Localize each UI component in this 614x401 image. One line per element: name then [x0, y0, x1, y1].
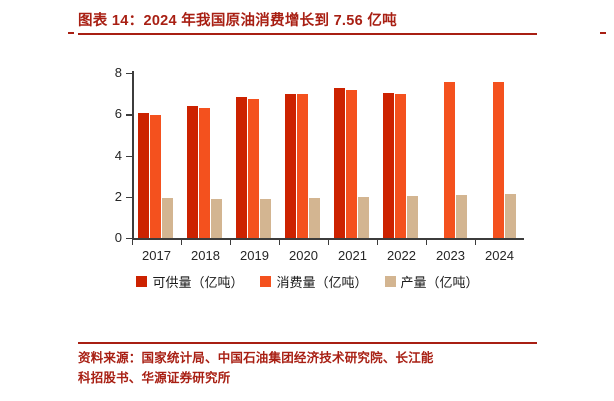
legend-swatch-icon — [260, 276, 272, 287]
x-axis-tick-label: 2021 — [338, 248, 367, 263]
y-axis-tick — [126, 114, 132, 116]
x-axis-tick — [230, 239, 232, 245]
x-axis-tick — [132, 239, 134, 245]
page-title: 图表 14：2024 年我国原油消费增长到 7.56 亿吨 — [78, 13, 397, 29]
x-axis-tick-label: 2018 — [191, 248, 220, 263]
legend-item-label: 消费量（亿吨） — [276, 275, 368, 290]
bar — [137, 112, 150, 238]
plot-area: 0 2 4 6 8 2017 2018 2019 2020 2021 2022 2023 2024 — [78, 52, 537, 263]
y-axis-tick-label: 6 — [114, 106, 122, 122]
source-divider — [78, 342, 537, 344]
x-axis-tick-label: 2024 — [485, 248, 514, 263]
y-axis — [132, 71, 134, 239]
source-note: 资料来源：国家统计局、中国石油集团经济技术研究院、长江能 科招股书、华源证券研究… — [78, 348, 548, 388]
x-axis-tick — [377, 239, 379, 245]
x-axis-tick-label: 2017 — [142, 248, 171, 263]
bar — [247, 98, 260, 238]
x-axis-tick-label: 2020 — [289, 248, 318, 263]
x-axis-tick-label: 2023 — [436, 248, 465, 263]
y-axis-tick — [126, 196, 132, 199]
bar — [504, 194, 517, 238]
bar — [284, 93, 297, 238]
chart-title-block: 图表 14：2024 年我国原油消费增长到 7.56 亿吨 — [78, 12, 537, 35]
y-axis-tick-label: 4 — [114, 147, 122, 163]
x-axis-tick-label: 2019 — [240, 248, 269, 263]
bar — [406, 195, 419, 238]
bar — [198, 107, 211, 238]
legend-swatch-icon — [384, 276, 396, 287]
y-axis-tick-label: 0 — [114, 230, 122, 245]
bar — [345, 89, 358, 238]
source-line-1: 资料来源：国家统计局、中国石油集团经济技术研究院、长江能 — [78, 351, 434, 365]
chart-container: 0 2 4 6 8 2017 2018 2019 2020 2021 2022 2023 2024 可… — [78, 52, 537, 332]
bar — [443, 82, 456, 238]
bar — [186, 106, 199, 238]
x-axis — [132, 238, 524, 240]
title-rule-right-cap — [600, 32, 606, 34]
y-axis-tick-label: 2 — [114, 188, 122, 204]
bar — [161, 198, 174, 238]
y-axis-tick-label: 8 — [114, 65, 122, 80]
x-axis-tick — [181, 239, 183, 245]
bar — [333, 88, 346, 238]
x-axis-tick-label: 2022 — [387, 248, 416, 263]
bar — [357, 196, 370, 238]
x-axis-tick — [475, 239, 477, 245]
x-axis-tick — [279, 239, 281, 245]
y-axis-tick — [126, 238, 132, 240]
bar — [235, 97, 248, 238]
legend-item-consume[interactable]: 消费量（亿吨） — [260, 272, 368, 291]
bar — [394, 93, 407, 238]
legend-item-label: 产量（亿吨） — [400, 275, 479, 290]
bar — [492, 82, 505, 238]
legend-item-supply[interactable]: 可供量（亿吨） — [136, 272, 243, 291]
bar — [259, 198, 272, 238]
bar — [382, 93, 395, 238]
legend-item-label: 可供量（亿吨） — [152, 275, 244, 290]
x-axis-tick — [328, 239, 330, 245]
chart-legend: 可供量（亿吨） 消费量（亿吨） 产量（亿吨） — [78, 272, 537, 291]
x-axis-tick — [426, 239, 428, 245]
bar — [296, 94, 309, 238]
bar — [210, 199, 223, 238]
y-axis-tick — [126, 73, 132, 75]
y-axis-tick — [126, 155, 132, 157]
bar — [455, 194, 468, 238]
title-rule-left-cap — [68, 32, 74, 34]
title-divider — [78, 33, 537, 35]
source-line-2: 科招股书、华源证券研究所 — [78, 371, 231, 385]
bar — [308, 197, 321, 238]
legend-item-output[interactable]: 产量（亿吨） — [384, 272, 479, 291]
legend-swatch-icon — [136, 276, 148, 287]
bar — [149, 114, 162, 238]
